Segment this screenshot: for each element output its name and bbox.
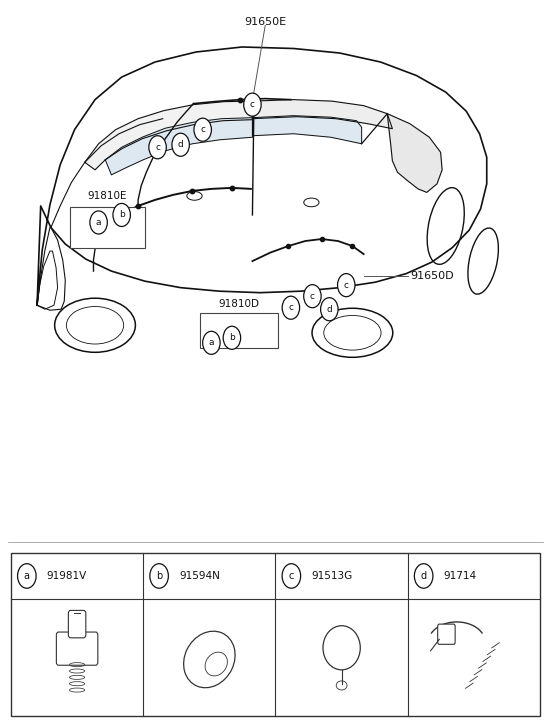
Text: a: a [209,338,214,348]
Text: b: b [119,210,125,220]
Circle shape [194,119,212,141]
Text: a: a [96,218,101,227]
Text: c: c [310,292,315,301]
Text: b: b [156,571,162,581]
Polygon shape [105,118,252,174]
FancyBboxPatch shape [11,553,540,715]
Polygon shape [252,100,392,129]
Text: 91513G: 91513G [311,571,353,581]
Text: 91650E: 91650E [244,17,287,27]
Circle shape [18,563,36,588]
Circle shape [282,296,300,319]
Text: d: d [326,305,332,314]
Polygon shape [252,116,361,144]
Text: c: c [155,142,160,152]
Circle shape [282,563,301,588]
Circle shape [113,204,131,227]
Polygon shape [85,101,252,170]
Circle shape [149,136,166,158]
Circle shape [304,285,321,308]
FancyBboxPatch shape [56,632,98,665]
FancyBboxPatch shape [68,611,86,638]
Circle shape [244,93,261,116]
FancyBboxPatch shape [437,624,455,644]
Text: b: b [229,333,235,342]
FancyBboxPatch shape [71,207,145,248]
Text: 91714: 91714 [444,571,477,581]
Text: c: c [288,303,293,312]
Text: a: a [24,571,30,581]
Circle shape [90,211,107,234]
Text: c: c [344,281,349,289]
Polygon shape [387,113,442,193]
FancyBboxPatch shape [199,313,278,348]
Text: 91810D: 91810D [218,300,259,309]
Text: c: c [200,125,205,134]
Circle shape [203,332,220,354]
Circle shape [172,133,190,156]
Text: 91650D: 91650D [410,271,453,281]
Text: d: d [178,140,183,149]
Text: c: c [250,100,255,109]
Circle shape [414,563,433,588]
Circle shape [338,273,355,297]
Text: d: d [420,571,426,581]
Text: 91594N: 91594N [179,571,220,581]
Text: c: c [289,571,294,581]
Text: 91981V: 91981V [47,571,87,581]
Circle shape [223,326,241,350]
Text: 91810E: 91810E [88,191,127,201]
Circle shape [150,563,169,588]
Circle shape [321,297,338,321]
